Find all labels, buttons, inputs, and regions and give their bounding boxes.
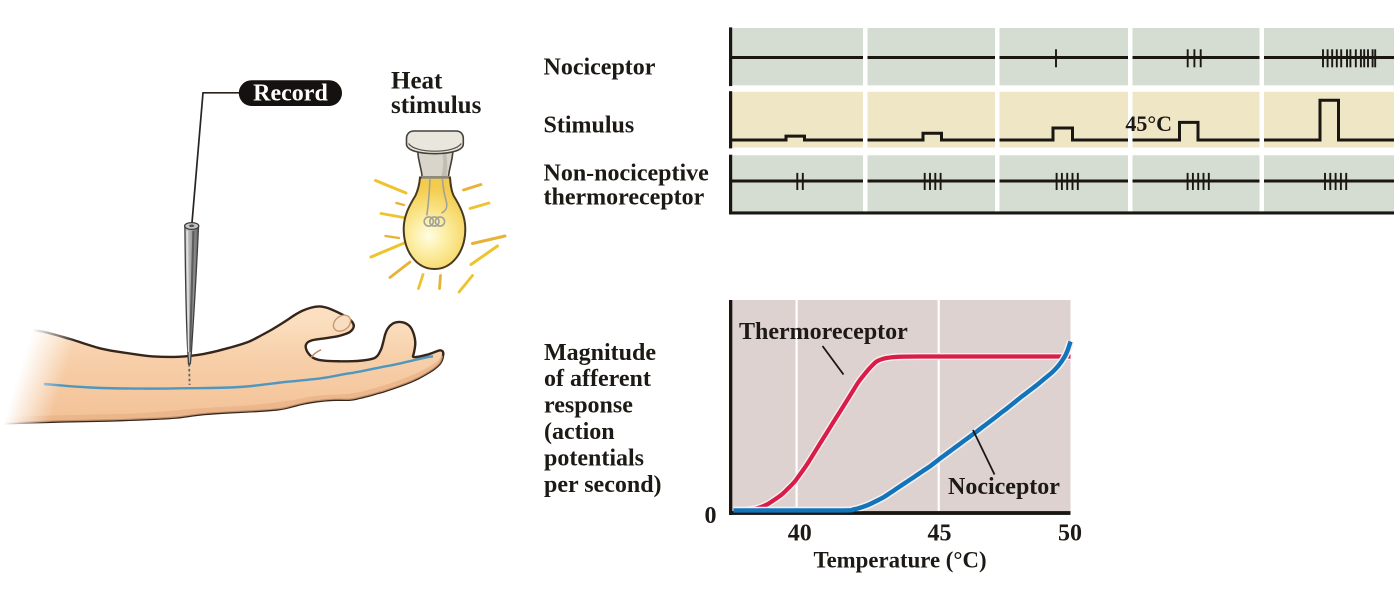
svg-text:Heat: Heat: [391, 67, 443, 94]
svg-text:Temperature (°C): Temperature (°C): [813, 548, 986, 573]
svg-text:thermoreceptor: thermoreceptor: [544, 185, 705, 211]
svg-text:Magnitude: Magnitude: [544, 340, 656, 366]
svg-text:Record: Record: [253, 81, 328, 107]
svg-text:45°C: 45°C: [1125, 111, 1172, 136]
svg-text:of afferent: of afferent: [544, 366, 651, 392]
svg-text:50: 50: [1058, 521, 1082, 547]
svg-text:Stimulus: Stimulus: [544, 112, 635, 138]
svg-text:response: response: [544, 393, 633, 419]
svg-text:Thermoreceptor: Thermoreceptor: [739, 319, 908, 345]
svg-text:Nociceptor: Nociceptor: [948, 474, 1060, 500]
svg-text:Nociceptor: Nociceptor: [544, 55, 656, 81]
svg-text:45: 45: [928, 521, 952, 547]
svg-text:(action: (action: [544, 419, 615, 445]
svg-text:potentials: potentials: [544, 445, 644, 471]
svg-text:40: 40: [788, 521, 812, 547]
svg-text:per second): per second): [544, 472, 662, 498]
svg-text:0: 0: [705, 503, 717, 529]
svg-text:stimulus: stimulus: [391, 92, 482, 119]
svg-text:Non-nociceptive: Non-nociceptive: [544, 160, 710, 186]
